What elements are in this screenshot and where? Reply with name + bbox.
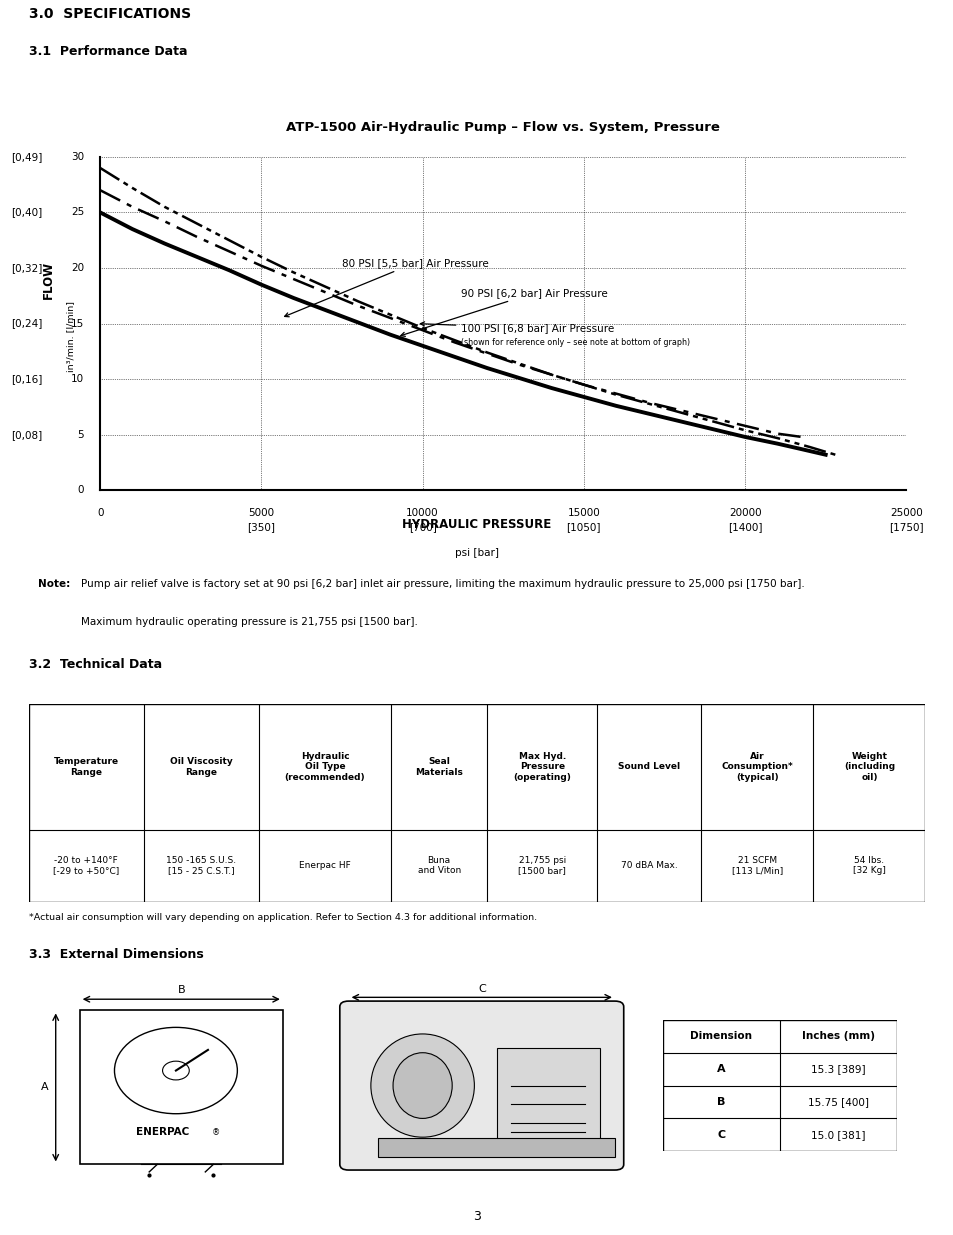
Text: 20: 20	[71, 263, 84, 273]
Text: 3.0  SPECIFICATIONS: 3.0 SPECIFICATIONS	[29, 7, 191, 21]
Text: Sound Level: Sound Level	[618, 762, 679, 772]
Ellipse shape	[371, 1034, 474, 1137]
Text: Inches (mm): Inches (mm)	[801, 1031, 874, 1041]
Text: Hydraulic
Oil Type
(recommended): Hydraulic Oil Type (recommended)	[284, 752, 365, 782]
Text: 21,755 psi
[1500 bar]: 21,755 psi [1500 bar]	[517, 856, 566, 876]
Text: C: C	[477, 983, 485, 994]
Text: 25: 25	[71, 207, 84, 217]
Text: A: A	[41, 1082, 49, 1093]
Text: [0,32]: [0,32]	[10, 263, 42, 273]
Text: [0,24]: [0,24]	[10, 319, 42, 329]
Circle shape	[162, 1061, 189, 1079]
Text: Seal
Materials: Seal Materials	[415, 757, 462, 777]
Text: Maximum hydraulic operating pressure is 21,755 psi [1500 bar].: Maximum hydraulic operating pressure is …	[81, 616, 417, 626]
Text: 100 PSI [6,8 bar] Air Pressure: 100 PSI [6,8 bar] Air Pressure	[420, 322, 614, 333]
Text: [1050]: [1050]	[566, 522, 600, 532]
Text: 10: 10	[71, 374, 84, 384]
Bar	[496, 1049, 599, 1151]
Text: Note:: Note:	[37, 579, 70, 589]
Text: 15: 15	[71, 319, 84, 329]
Text: [0,08]: [0,08]	[10, 430, 42, 440]
Text: 10000: 10000	[406, 508, 438, 517]
Text: FLOW: FLOW	[42, 261, 54, 299]
Text: *Actual air consumption will vary depending on application. Refer to Section 4.3: *Actual air consumption will vary depend…	[29, 913, 537, 923]
Text: [350]: [350]	[247, 522, 275, 532]
Text: [0,16]: [0,16]	[10, 374, 42, 384]
Bar	[80, 1010, 282, 1165]
Text: 5: 5	[77, 430, 84, 440]
Text: [0,40]: [0,40]	[10, 207, 42, 217]
Text: in³/min. [l/min]: in³/min. [l/min]	[66, 301, 75, 372]
Text: Temperature
Range: Temperature Range	[53, 757, 119, 777]
Text: HYDRAULIC PRESSURE: HYDRAULIC PRESSURE	[402, 517, 551, 531]
Text: 25000: 25000	[889, 508, 922, 517]
Text: ®: ®	[212, 1128, 220, 1137]
Text: C: C	[717, 1130, 725, 1140]
Text: 150 -165 S.U.S.
[15 - 25 C.S.T.]: 150 -165 S.U.S. [15 - 25 C.S.T.]	[166, 856, 236, 876]
Text: Dimension: Dimension	[690, 1031, 752, 1041]
Text: 0: 0	[77, 485, 84, 495]
Text: 15.75 [400]: 15.75 [400]	[807, 1097, 868, 1107]
FancyBboxPatch shape	[339, 1002, 623, 1170]
Text: Air
Consumption*
(typical): Air Consumption* (typical)	[720, 752, 793, 782]
Text: 0: 0	[97, 508, 103, 517]
Text: 5000: 5000	[248, 508, 274, 517]
Text: [1750]: [1750]	[888, 522, 923, 532]
Text: 3.1  Performance Data: 3.1 Performance Data	[29, 44, 187, 58]
Text: 54 lbs.
[32 Kg]: 54 lbs. [32 Kg]	[852, 856, 885, 876]
Text: B: B	[177, 986, 185, 995]
Text: 15.3 [389]: 15.3 [389]	[810, 1065, 864, 1074]
Text: 90 PSI [6,2 bar] Air Pressure: 90 PSI [6,2 bar] Air Pressure	[400, 288, 607, 336]
Text: 30: 30	[71, 152, 84, 162]
Text: Weight
(including
oil): Weight (including oil)	[843, 752, 894, 782]
Text: psi [bar]: psi [bar]	[455, 548, 498, 558]
Text: ATP-1500 Air-Hydraulic Pump – Flow vs. System, Pressure: ATP-1500 Air-Hydraulic Pump – Flow vs. S…	[286, 121, 720, 133]
Text: 21 SCFM
[113 L/Min]: 21 SCFM [113 L/Min]	[731, 856, 782, 876]
Text: 15.0 [381]: 15.0 [381]	[810, 1130, 864, 1140]
Text: B: B	[717, 1097, 725, 1107]
Text: [1400]: [1400]	[727, 522, 761, 532]
Text: 3: 3	[473, 1210, 480, 1223]
Text: (shown for reference only – see note at bottom of graph): (shown for reference only – see note at …	[461, 337, 690, 347]
Text: 80 PSI [5,5 bar] Air Pressure: 80 PSI [5,5 bar] Air Pressure	[284, 258, 488, 316]
Text: 70 dBA Max.: 70 dBA Max.	[620, 861, 677, 871]
Ellipse shape	[393, 1052, 452, 1119]
Text: Pump air relief valve is factory set at 90 psi [6,2 bar] inlet air pressure, lim: Pump air relief valve is factory set at …	[81, 579, 803, 589]
Text: [700]: [700]	[408, 522, 436, 532]
Text: 3.3  External Dimensions: 3.3 External Dimensions	[29, 948, 203, 961]
Text: Enerpac HF: Enerpac HF	[299, 861, 351, 871]
Bar	[377, 1139, 614, 1157]
Text: ENERPAC: ENERPAC	[135, 1128, 189, 1137]
Text: 3.2  Technical Data: 3.2 Technical Data	[29, 658, 162, 671]
Text: Max Hyd.
Pressure
(operating): Max Hyd. Pressure (operating)	[513, 752, 571, 782]
Text: Oil Viscosity
Range: Oil Viscosity Range	[170, 757, 233, 777]
Circle shape	[114, 1028, 237, 1114]
Text: 20000: 20000	[728, 508, 760, 517]
Text: -20 to +140°F
[-29 to +50°C]: -20 to +140°F [-29 to +50°C]	[53, 856, 119, 876]
Text: [0,49]: [0,49]	[10, 152, 42, 162]
Text: Buna
and Viton: Buna and Viton	[417, 856, 460, 876]
Text: 15000: 15000	[567, 508, 599, 517]
Text: A: A	[717, 1065, 725, 1074]
